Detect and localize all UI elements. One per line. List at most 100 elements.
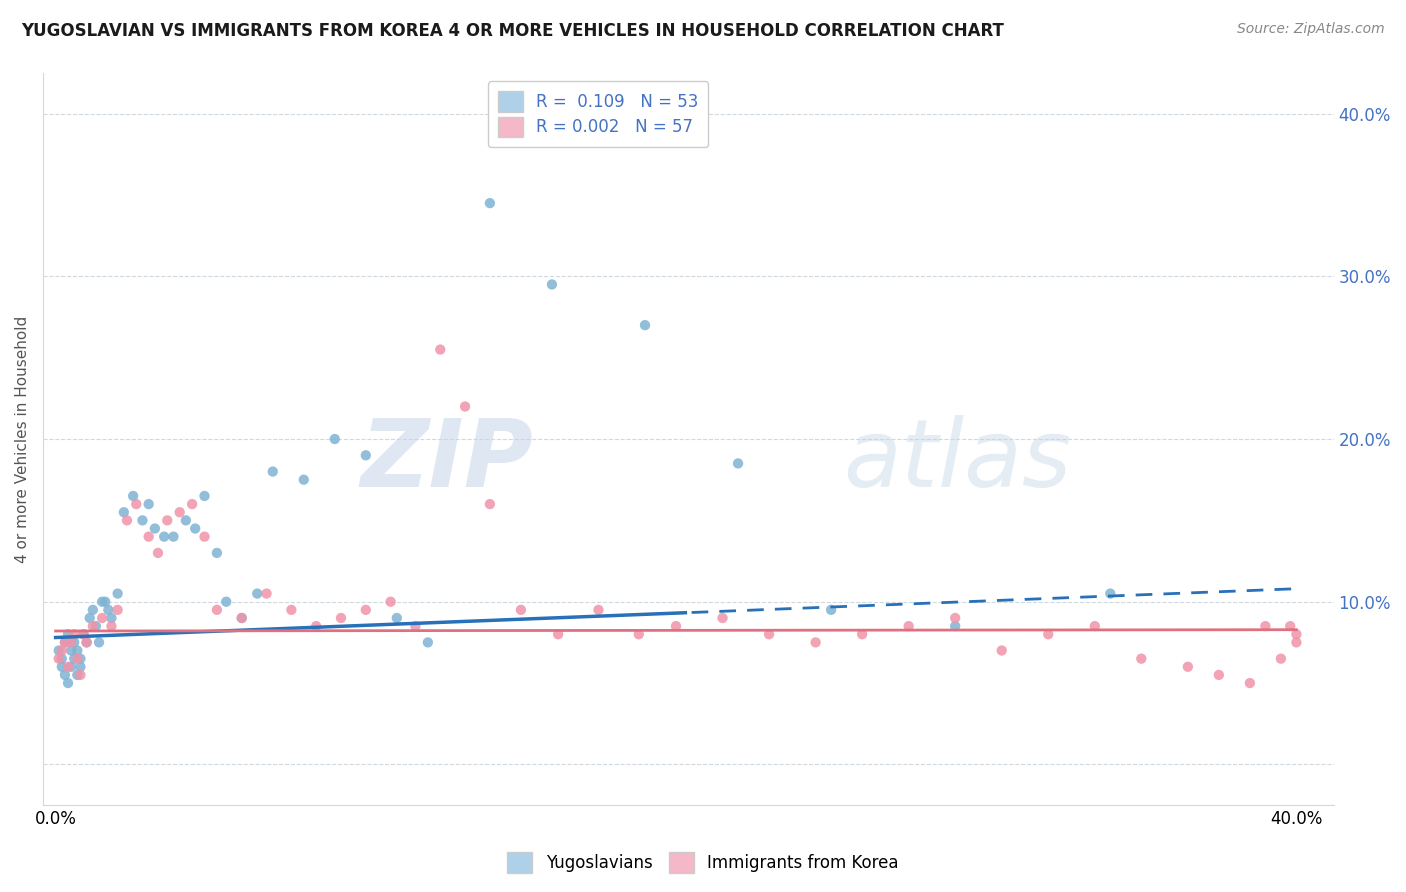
Point <box>112 505 135 519</box>
Point <box>509 603 531 617</box>
Point <box>354 448 377 462</box>
Point <box>943 619 966 633</box>
Point <box>156 513 179 527</box>
Point <box>66 643 89 657</box>
Point <box>943 611 966 625</box>
Point <box>60 643 83 657</box>
Point <box>51 651 73 665</box>
Text: atlas: atlas <box>844 416 1071 507</box>
Point <box>404 619 426 633</box>
Point <box>76 635 98 649</box>
Point <box>1239 676 1261 690</box>
Point <box>1279 619 1302 633</box>
Point <box>1270 651 1292 665</box>
Point <box>72 627 94 641</box>
Point <box>323 432 346 446</box>
Point <box>69 651 91 665</box>
Point <box>107 603 129 617</box>
Text: ZIP: ZIP <box>361 415 533 507</box>
Point <box>60 635 83 649</box>
Point <box>174 513 197 527</box>
Point <box>146 546 169 560</box>
Legend: R =  0.109   N = 53, R = 0.002   N = 57: R = 0.109 N = 53, R = 0.002 N = 57 <box>488 81 709 147</box>
Point <box>193 489 215 503</box>
Point <box>215 595 238 609</box>
Point <box>262 465 284 479</box>
Point <box>69 660 91 674</box>
Point <box>547 627 569 641</box>
Point <box>97 603 120 617</box>
Point <box>79 611 101 625</box>
Point <box>205 603 228 617</box>
Point <box>125 497 148 511</box>
Point <box>72 627 94 641</box>
Point <box>727 457 749 471</box>
Point <box>51 643 73 657</box>
Point <box>100 619 122 633</box>
Legend: Yugoslavians, Immigrants from Korea: Yugoslavians, Immigrants from Korea <box>501 846 905 880</box>
Point <box>48 643 70 657</box>
Point <box>107 586 129 600</box>
Point <box>63 627 86 641</box>
Point <box>246 586 269 600</box>
Point <box>851 627 873 641</box>
Point <box>87 635 110 649</box>
Point <box>305 619 328 633</box>
Point <box>122 489 145 503</box>
Point <box>1130 651 1153 665</box>
Point <box>131 513 153 527</box>
Point <box>76 635 98 649</box>
Text: YUGOSLAVIAN VS IMMIGRANTS FROM KOREA 4 OR MORE VEHICLES IN HOUSEHOLD CORRELATION: YUGOSLAVIAN VS IMMIGRANTS FROM KOREA 4 O… <box>21 22 1004 40</box>
Point <box>634 318 657 333</box>
Point <box>804 635 827 649</box>
Point <box>416 635 439 649</box>
Point <box>429 343 451 357</box>
Point <box>354 603 377 617</box>
Point <box>292 473 315 487</box>
Point <box>138 530 160 544</box>
Point <box>181 497 204 511</box>
Point <box>478 497 501 511</box>
Point <box>711 611 734 625</box>
Point <box>63 635 86 649</box>
Point <box>820 603 842 617</box>
Point <box>169 505 191 519</box>
Point <box>205 546 228 560</box>
Point <box>627 627 650 641</box>
Point <box>84 619 107 633</box>
Point <box>69 668 91 682</box>
Point <box>280 603 302 617</box>
Point <box>100 611 122 625</box>
Point <box>1208 668 1230 682</box>
Point <box>478 196 501 211</box>
Point <box>1177 660 1199 674</box>
Point <box>231 611 253 625</box>
Point <box>91 611 114 625</box>
Point <box>380 595 402 609</box>
Point <box>231 611 253 625</box>
Point <box>138 497 160 511</box>
Point <box>48 651 70 665</box>
Point <box>588 603 610 617</box>
Point <box>56 660 79 674</box>
Point <box>66 651 89 665</box>
Text: Source: ZipAtlas.com: Source: ZipAtlas.com <box>1237 22 1385 37</box>
Point <box>153 530 176 544</box>
Point <box>91 595 114 609</box>
Point <box>51 660 73 674</box>
Point <box>82 603 104 617</box>
Point <box>1285 627 1308 641</box>
Y-axis label: 4 or more Vehicles in Household: 4 or more Vehicles in Household <box>15 316 30 563</box>
Point <box>66 668 89 682</box>
Point <box>256 586 278 600</box>
Point <box>53 635 76 649</box>
Point <box>53 668 76 682</box>
Point <box>758 627 780 641</box>
Point <box>990 643 1012 657</box>
Point <box>53 635 76 649</box>
Point <box>665 619 688 633</box>
Point <box>1099 586 1122 600</box>
Point <box>330 611 353 625</box>
Point <box>454 400 477 414</box>
Point <box>193 530 215 544</box>
